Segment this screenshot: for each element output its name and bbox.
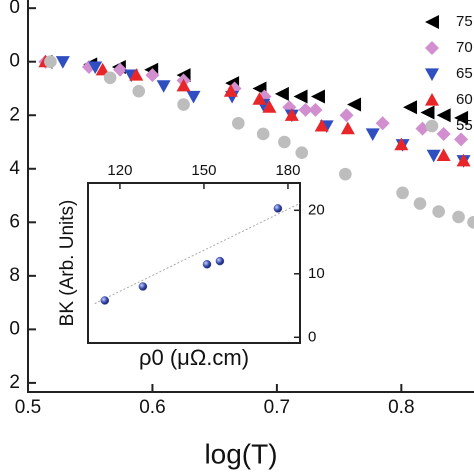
marker [176, 78, 191, 92]
marker [339, 167, 352, 181]
legend-marker [425, 93, 439, 106]
point [100, 296, 110, 305]
marker [310, 89, 325, 104]
x-tick-label: 0.7 [264, 397, 290, 418]
y-tick-label: 0 [9, 0, 20, 18]
x-tick-label: 120 [107, 162, 132, 179]
marker [103, 71, 117, 85]
marker [452, 210, 465, 224]
marker [177, 98, 190, 111]
x-tick-label: 180 [275, 162, 300, 179]
marker [293, 89, 308, 104]
point [273, 204, 283, 213]
marker [436, 126, 451, 141]
legend-marker [425, 41, 439, 55]
marker [394, 137, 409, 151]
marker [284, 108, 299, 121]
legend-label: 55 [456, 117, 473, 134]
marker [278, 135, 291, 149]
point [138, 282, 148, 291]
marker [432, 205, 445, 218]
y-tick-label: 0 [308, 328, 316, 345]
x-tick-label: 150 [191, 162, 216, 179]
marker [340, 121, 355, 135]
marker [156, 80, 171, 93]
marker [145, 68, 160, 83]
marker [413, 197, 427, 210]
marker [454, 132, 469, 147]
point [202, 260, 212, 269]
marker [396, 186, 409, 200]
marker [95, 62, 110, 76]
y-tick-label: 0 [9, 51, 20, 72]
marker [347, 97, 362, 112]
y-tick-label: 0 [9, 318, 20, 339]
y-tick-label: 2 [9, 104, 20, 125]
y-tick-label: 20 [308, 201, 325, 218]
marker [295, 146, 309, 160]
marker [436, 108, 451, 123]
legend-marker [425, 119, 439, 133]
marker [81, 60, 96, 75]
marker [456, 153, 471, 167]
y-tick-label: 4 [9, 158, 20, 179]
x-tick-label: 0.8 [388, 397, 414, 418]
marker [132, 84, 146, 98]
marker [314, 118, 329, 132]
x-tick-label: 0.5 [15, 397, 41, 418]
marker [186, 90, 201, 104]
marker [274, 86, 289, 101]
marker [375, 116, 390, 131]
legend-marker [425, 15, 439, 29]
marker [365, 128, 380, 141]
x-axis-label: ρ0 (μΩ.cm) [139, 345, 249, 370]
marker [436, 148, 451, 161]
y-tick-label: 10 [308, 265, 325, 282]
x-axis-label: log(T) [204, 438, 277, 469]
x-tick-label: 0.6 [139, 397, 165, 418]
y-tick-label: 6 [9, 211, 20, 232]
plot-frame [27, 0, 474, 393]
marker [252, 92, 267, 105]
y-tick-label: 8 [9, 265, 20, 286]
point [215, 256, 225, 266]
y-axis-label: BK (Arb. Units) [57, 200, 78, 327]
marker [129, 68, 144, 81]
marker [88, 61, 103, 75]
marker [232, 116, 245, 130]
legend-label: 60 [456, 91, 473, 108]
marker [298, 102, 313, 117]
marker [339, 108, 354, 123]
marker [223, 84, 238, 97]
marker [403, 100, 418, 115]
y-tick-label: 2 [9, 372, 20, 393]
legend-label: 70 [456, 39, 473, 56]
marker [55, 56, 70, 69]
legend-marker [425, 68, 439, 81]
marker [454, 110, 469, 125]
main-plot: 0.5 0.6 0.7 0.8 0 0 2 4 6 8 0 2 log(T) 75 70 65 60 55 [9, 0, 474, 469]
marker [113, 62, 128, 77]
marker [308, 102, 323, 117]
marker [262, 100, 277, 113]
marker [467, 216, 474, 229]
inset-plot: 120 150 180 0 10 20 ρ0 (μΩ.cm) BK (Arb. Units) [57, 162, 325, 370]
marker [256, 127, 270, 141]
marker [420, 105, 435, 120]
legend-label: 75 [456, 13, 473, 30]
legend-label: 65 [456, 65, 473, 82]
plot-frame [87, 182, 301, 344]
marker [426, 149, 441, 163]
marker [44, 55, 57, 69]
